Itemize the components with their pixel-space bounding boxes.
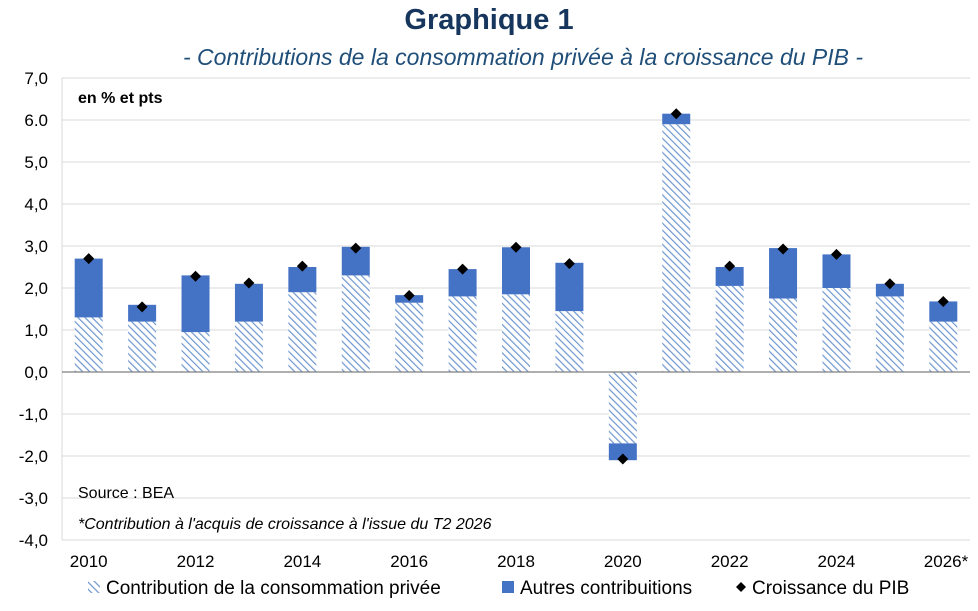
x-tick-label: 2020: [604, 552, 642, 571]
consumption-bar: [662, 124, 691, 372]
consumption-bar: [875, 296, 904, 372]
other-contributions-bar: [74, 258, 103, 318]
legend-swatch-others: [502, 581, 514, 593]
consumption-bar: [608, 372, 637, 444]
y-tick-label: -4,0: [19, 531, 48, 550]
other-contributions-bar: [929, 301, 958, 322]
consumption-bar: [555, 311, 584, 372]
consumption-bar: [181, 332, 210, 372]
x-tick-label: 2018: [497, 552, 535, 571]
x-tick-label: 2016: [390, 552, 428, 571]
y-tick-label: -2,0: [19, 447, 48, 466]
y-tick-label: 4,0: [24, 195, 48, 214]
gdp-marker: [884, 278, 896, 290]
gdp-marker: [617, 453, 629, 465]
x-tick-label: 2010: [70, 552, 108, 571]
consumption-bar: [74, 317, 103, 372]
gdp-marker: [190, 270, 202, 282]
legend-label-consumption: Contribution de la consommation privée: [106, 578, 441, 599]
consumption-bar: [929, 321, 958, 372]
gdp-marker: [457, 263, 469, 275]
x-tick-label: 2024: [818, 552, 856, 571]
other-contributions-bar: [769, 248, 798, 299]
other-contributions-bar: [715, 267, 744, 286]
x-tick-label: 2026*: [924, 552, 969, 571]
gdp-marker: [296, 260, 308, 272]
y-tick-label: 3,0: [24, 237, 48, 256]
consumption-bar: [448, 296, 477, 372]
legend-marker-gdp: [736, 582, 746, 592]
x-tick-label: 2022: [711, 552, 749, 571]
gdp-marker: [83, 253, 95, 265]
consumption-bar: [288, 292, 317, 372]
gdp-marker: [510, 241, 522, 253]
bars: [74, 113, 958, 461]
other-contributions-bar: [608, 443, 637, 461]
legend-swatch-consumption: [88, 581, 100, 593]
legend: Contribution de la consommation privée Au…: [88, 578, 909, 599]
consumption-bar: [395, 302, 424, 372]
footnote-label: *Contribution à l'acquis de croissance à…: [78, 516, 492, 533]
gdp-marker: [830, 248, 842, 260]
consumption-bar: [128, 321, 157, 372]
other-contributions-bar: [128, 304, 157, 322]
other-contributions-bar: [875, 283, 904, 297]
y-tick-label: -1,0: [19, 405, 48, 424]
gdp-marker: [243, 277, 255, 289]
y-axis-tick-labels: 7,0 6.0 5,0 4,0 3,0 2,0 1,0 0,0 -1,0 -2,0 -3,0 -4,0: [19, 69, 48, 550]
gdp-marker: [403, 290, 415, 302]
other-contributions-bar: [822, 254, 851, 288]
consumption-bar: [822, 288, 851, 372]
y-tick-label: 7,0: [24, 69, 48, 88]
chart-title: Graphique 1: [404, 4, 574, 36]
y-tick-label: 6.0: [24, 111, 48, 130]
legend-label-gdp: Croissance du PIB: [752, 578, 909, 599]
gdp-marker: [670, 108, 682, 120]
consumption-bar: [341, 275, 370, 372]
x-tick-label: 2014: [283, 552, 321, 571]
other-contributions-bar: [181, 275, 210, 333]
unit-label: en % et pts: [78, 90, 163, 107]
y-tick-label: 1,0: [24, 321, 48, 340]
legend-label-others: Autres contribuitions: [520, 578, 692, 599]
gdp-markers: [83, 108, 949, 465]
x-axis-tick-labels: 2010 2012 2014 2016 2018 2020 2022 2024 2026*: [70, 552, 969, 571]
gdp-marker: [350, 242, 362, 254]
gdp-marker: [777, 243, 789, 255]
other-contributions-bar: [502, 247, 530, 295]
y-tick-label: 2,0: [24, 279, 48, 298]
gdp-marker: [563, 258, 575, 270]
source-label: Source : BEA: [78, 485, 174, 502]
y-tick-label: 5,0: [24, 153, 48, 172]
gdp-marker: [937, 295, 949, 307]
consumption-bar: [502, 294, 530, 372]
consumption-bar: [715, 285, 744, 372]
chart-subtitle: - Contributions de la consommation privé…: [182, 44, 864, 70]
y-tick-label: 0,0: [24, 363, 48, 382]
consumption-bar: [234, 321, 263, 372]
gdp-marker: [724, 260, 736, 272]
consumption-bar: [769, 298, 798, 372]
gdp-marker: [136, 301, 148, 313]
other-contributions-bar: [555, 262, 584, 312]
other-contributions-bar: [234, 283, 263, 322]
x-tick-label: 2012: [177, 552, 215, 571]
y-tick-label: -3,0: [19, 489, 48, 508]
